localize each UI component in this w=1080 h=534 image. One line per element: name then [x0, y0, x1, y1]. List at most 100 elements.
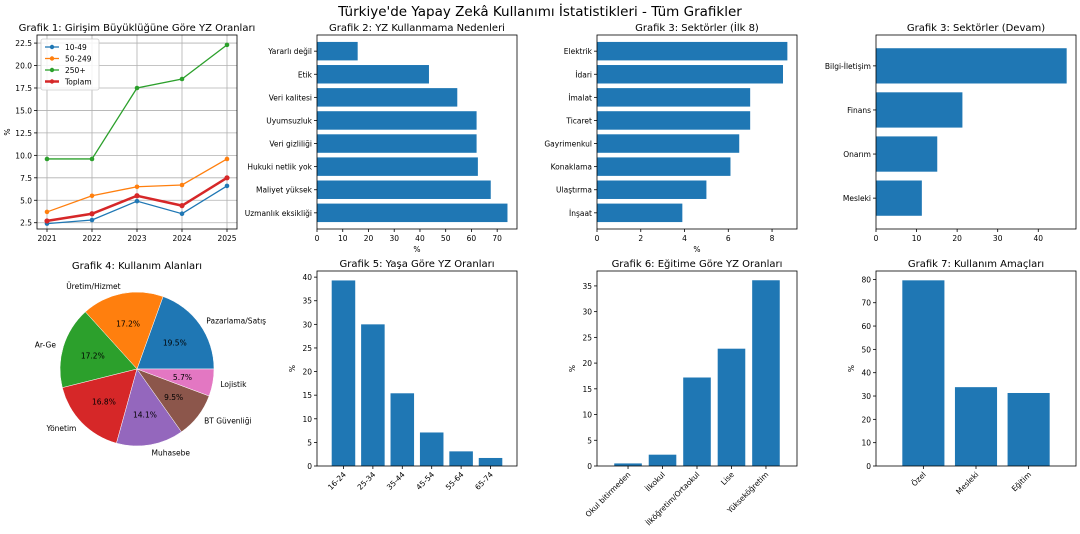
- g1-xtick-label: 2022: [82, 234, 101, 243]
- g3-xlabel: %: [693, 245, 700, 254]
- g1-point: [89, 193, 95, 199]
- g6-ytick-label: 25: [582, 333, 592, 342]
- g3-title: Grafik 3: Sektörler (İlk 8): [635, 21, 759, 34]
- g2-xlabel: %: [413, 245, 420, 254]
- g2-bar: [317, 65, 429, 84]
- g1-point: [134, 184, 140, 190]
- g2-bar: [317, 88, 458, 107]
- g5-ytick-label: 15: [302, 391, 312, 400]
- g1-legend-marker: [49, 56, 55, 61]
- g7-ytick-label: 40: [861, 369, 871, 378]
- g6-ytick-label: 20: [582, 359, 592, 368]
- g6-bar: [717, 348, 746, 466]
- g1-point: [44, 156, 50, 162]
- g4-slice: [136, 368, 215, 397]
- g1-point: [44, 218, 50, 224]
- g2-title: Grafik 2: YZ Kullanmama Nedenleri: [329, 23, 505, 34]
- g3-category-label: İmalat: [568, 93, 592, 102]
- g2-bar: [317, 180, 491, 199]
- g3b-bar: [876, 180, 922, 216]
- g1-xtick-label: 2023: [127, 234, 146, 243]
- g1-legend-marker: [49, 44, 55, 50]
- g4-slice-label: Pazarlama/Satış: [206, 316, 266, 325]
- g4-slice-value: 17.2%: [116, 320, 140, 329]
- g7-ytick-label: 80: [861, 275, 871, 284]
- g2-bar: [317, 157, 478, 176]
- g6-ytick-label: 30: [582, 308, 592, 317]
- g2-category-label: Maliyet yüksek: [256, 186, 313, 195]
- g1-point: [224, 42, 230, 48]
- g5-ylabel: %: [288, 365, 297, 372]
- figure-title: Türkiye'de Yapay Zekâ Kullanımı İstatist…: [337, 2, 742, 20]
- g7-ytick-label: 0: [866, 462, 871, 471]
- g5-ytick-label: 35: [302, 297, 312, 306]
- g4-slice-label: BT Güvenliği: [204, 417, 252, 426]
- g4-slice-label: Üretim/Hizmet: [66, 282, 120, 291]
- g4-slice: [136, 296, 215, 370]
- g1-legend-label: 250+: [65, 66, 86, 75]
- g3-bar: [597, 41, 788, 61]
- g1-ytick-label: 7.5: [20, 174, 32, 183]
- g3-bar: [597, 65, 783, 84]
- g7-frame: [875, 270, 1077, 467]
- g6-frame: [596, 270, 798, 467]
- g4-slice: [116, 368, 182, 447]
- g3b-title: Grafik 3: Sektörler (Devam): [907, 23, 1045, 34]
- g6-ytick-label: 5: [587, 436, 592, 445]
- g1-legend-marker: [49, 67, 55, 73]
- g2-xtick-label: 10: [338, 234, 348, 243]
- g1-point: [179, 203, 185, 209]
- g3b-category-label: Mesleki: [843, 194, 871, 203]
- g6-ytick-label: 0: [587, 462, 592, 471]
- g6-bar: [614, 463, 642, 466]
- g3-frame: [596, 34, 798, 230]
- g3b-xtick-label: 30: [993, 234, 1003, 243]
- g4-slice-value: 9.5%: [164, 393, 183, 402]
- g1-point: [179, 76, 185, 82]
- g4-slice-label: Muhasebe: [152, 448, 191, 457]
- g3b-bar: [876, 48, 1067, 84]
- g1-ytick-label: 17.5: [15, 84, 32, 93]
- g3-xtick-label: 4: [682, 234, 687, 243]
- g4-slice-label: Yönetim: [45, 424, 76, 433]
- g2-bar: [317, 41, 358, 61]
- g1-point: [134, 85, 140, 91]
- g7-bar: [1007, 392, 1050, 466]
- g1-title: Grafik 1: Girişim Büyüklüğüne Göre YZ Or…: [19, 22, 256, 34]
- g3b-xtick-label: 10: [912, 234, 922, 243]
- g6-bar: [648, 454, 677, 466]
- g3-category-label: Ticaret: [565, 116, 592, 125]
- g2-category-label: Etik: [298, 70, 313, 79]
- g4-slice-label: Lojistik: [220, 380, 247, 389]
- g6-title: Grafik 6: Eğitime Göre YZ Oranları: [612, 258, 783, 270]
- g2-xtick-label: 70: [492, 234, 502, 243]
- g1-ylabel: %: [3, 128, 12, 135]
- g1-point: [134, 198, 140, 204]
- g2-category-label: Veri kalitesi: [269, 93, 312, 102]
- g3-category-label: Konaklama: [551, 163, 592, 172]
- g4-slice: [59, 311, 138, 388]
- g1-legend-label: 10-49: [65, 43, 87, 52]
- g3-bar: [597, 180, 707, 199]
- g5-frame: [316, 270, 518, 467]
- g1-xtick-label: 2021: [37, 234, 56, 243]
- g1-point: [224, 183, 230, 189]
- g1-legend-label: Toplam: [64, 78, 92, 87]
- g5-bar: [390, 393, 415, 466]
- g1-ytick-label: 20.0: [15, 62, 32, 71]
- g5-bar: [419, 432, 444, 466]
- g1-point: [89, 156, 95, 162]
- g3-category-label: Gayrimenkul: [544, 140, 592, 149]
- g2-xtick-label: 50: [441, 234, 451, 243]
- g3-xtick-label: 2: [638, 234, 643, 243]
- g7-bar: [954, 387, 998, 466]
- g6-bar: [683, 377, 711, 466]
- g4-slice-value: 5.7%: [173, 373, 192, 382]
- g6-ylabel: %: [568, 365, 577, 372]
- g5-bar: [478, 457, 503, 466]
- g1-frame: [36, 34, 238, 230]
- g1-ytick-label: 10.0: [15, 151, 32, 160]
- g1-xtick-label: 2024: [172, 234, 191, 243]
